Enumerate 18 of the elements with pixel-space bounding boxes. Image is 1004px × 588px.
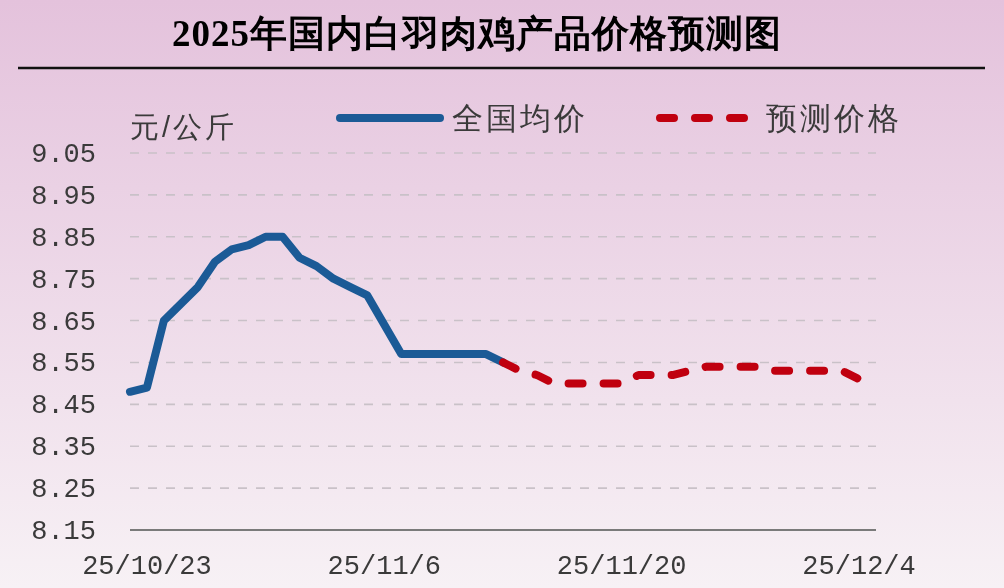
x-tick-label: 25/11/20 [556, 552, 687, 582]
x-tick-label: 25/10/23 [82, 552, 212, 582]
legend-label: 预测价格 [766, 100, 902, 136]
y-tick-label: 9.05 [31, 140, 96, 170]
x-tick-label: 25/12/4 [802, 552, 916, 582]
y-tick-label: 8.25 [31, 475, 96, 506]
x-tick-label: 25/11/6 [327, 552, 442, 582]
legend-label: 全国均价 [452, 100, 588, 136]
y-tick-label: 8.55 [31, 349, 96, 380]
y-tick-label: 8.65 [31, 307, 96, 338]
chart-title: 2025年国内白羽肉鸡产品价格预测图 [172, 12, 782, 54]
y-tick-label: 8.15 [31, 517, 96, 547]
y-tick-label: 8.45 [31, 391, 96, 422]
y-tick-label: 8.75 [31, 265, 96, 296]
y-tick-label: 8.35 [31, 433, 96, 464]
y-tick-label: 8.95 [31, 181, 96, 212]
y-tick-label: 8.85 [31, 223, 96, 254]
y-axis-title: 元/公斤 [130, 111, 238, 143]
